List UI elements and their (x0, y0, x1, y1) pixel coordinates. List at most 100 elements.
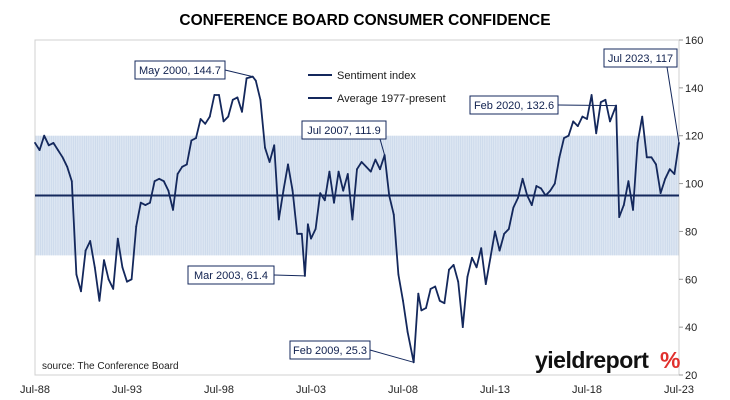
sentiment-point (388, 194, 391, 197)
sentiment-point (107, 278, 110, 281)
sentiment-point (457, 280, 460, 283)
sentiment-point (655, 163, 657, 166)
sentiment-point (268, 161, 271, 163)
sentiment-point (484, 283, 487, 285)
sentiment-point (452, 264, 455, 266)
sentiment-point (57, 149, 59, 152)
sentiment-point (650, 156, 653, 159)
sentiment-point (241, 110, 243, 113)
sentiment-point (38, 149, 41, 152)
source-note: source: The Conference Board (42, 361, 179, 372)
sentiment-point (549, 189, 552, 192)
sentiment-point (264, 146, 266, 149)
sentiment-point (208, 115, 211, 118)
sentiment-point (80, 290, 82, 293)
plot-area (34, 39, 680, 376)
sentiment-point (448, 268, 450, 271)
x-tick-label: Jul-23 (664, 384, 694, 396)
sentiment-point (218, 94, 220, 96)
sentiment-point (636, 142, 639, 144)
sentiment-point (70, 180, 73, 183)
sentiment-point (254, 79, 257, 82)
sentiment-point (277, 218, 280, 221)
annotation-callout: Jul 2023, 117 (603, 48, 680, 143)
sentiment-point (498, 249, 501, 252)
sentiment-point (540, 187, 542, 190)
sentiment-point (632, 209, 634, 211)
y-tick-label: 120 (685, 131, 703, 143)
sentiment-point (103, 259, 105, 261)
sentiment-point (480, 247, 483, 250)
sentiment-point (544, 194, 547, 197)
sentiment-point (93, 266, 96, 269)
sentiment-point (576, 125, 579, 127)
sentiment-point (84, 249, 87, 252)
sentiment-point (374, 158, 377, 161)
sentiment-point (52, 142, 55, 144)
annotation-label: May 2000, 144.7 (139, 65, 221, 77)
sentiment-point (641, 115, 644, 118)
x-tick-label: Jul-88 (20, 384, 50, 396)
sentiment-point (259, 98, 262, 101)
sentiment-point (595, 132, 598, 135)
sentiment-point (379, 168, 381, 171)
annotation-box (469, 95, 559, 115)
annotation-callout: Jul 2007, 111.9 (301, 120, 387, 156)
sentiment-point (369, 170, 372, 173)
sentiment-point (333, 201, 335, 204)
y-tick-label: 80 (685, 226, 697, 238)
brand-logo: yieldreport % (535, 347, 680, 373)
sentiment-point (526, 194, 529, 197)
sentiment-point (342, 189, 345, 192)
chart-title: CONFERENCE BOARD CONSUMER CONFIDENCE (179, 12, 550, 29)
annotation-callout: Mar 2003, 61.4 (187, 265, 305, 285)
sentiment-point (346, 173, 349, 175)
brand-wordmark: yieldreport (535, 347, 649, 373)
sentiment-point (291, 189, 294, 192)
sentiment-point (98, 299, 101, 302)
sentiment-point (461, 326, 464, 328)
sentiment-point (563, 137, 565, 140)
annotation-leader (273, 274, 305, 277)
annotation-leader (666, 66, 680, 143)
sentiment-point (323, 199, 326, 202)
x-tick-label: Jul-93 (112, 384, 142, 396)
annotation-label: Jul 2023, 117 (608, 53, 673, 65)
sentiment-point (443, 302, 446, 305)
sentiment-point (466, 276, 469, 278)
sentiment-point (190, 139, 193, 142)
sentiment-point (618, 216, 621, 219)
sentiment-point (236, 96, 239, 99)
sentiment-point (471, 256, 473, 259)
sentiment-point (287, 163, 289, 166)
sentiment-point (112, 288, 115, 290)
sentiment-point (360, 161, 363, 163)
annotation-callout: May 2000, 144.7 (134, 60, 253, 80)
sentiment-point (227, 115, 230, 118)
sentiment-point (535, 185, 538, 187)
sentiment-point (176, 173, 179, 175)
sentiment-point (47, 144, 50, 147)
sentiment-point (273, 144, 276, 147)
sentiment-point (185, 163, 188, 166)
annotation-label: Feb 2020, 132.6 (474, 100, 554, 112)
sentiment-point (434, 285, 437, 288)
sentiment-point (645, 156, 648, 159)
sentiment-point (668, 168, 671, 171)
sentiment-point (181, 165, 184, 168)
axis-layer: 20 40 60 80 100 120 140 160 Jul-88 Jul-93 Jul-98 Ju… (20, 35, 703, 396)
sentiment-point (664, 177, 667, 180)
sentiment-point (604, 98, 607, 101)
sentiment-point (402, 299, 404, 302)
sentiment-point (66, 165, 69, 168)
y-tick-label: 20 (685, 370, 697, 382)
x-tick-label: Jul-18 (572, 384, 602, 396)
x-tick-label: Jul-98 (204, 384, 234, 396)
sentiment-point (61, 156, 64, 159)
legend-label-sentiment: Sentiment index (337, 70, 416, 82)
annotation-label: Jul 2007, 111.9 (307, 125, 381, 137)
sentiment-point (558, 156, 561, 159)
sentiment-point (622, 204, 625, 207)
sentiment-point (417, 292, 420, 295)
sentiment-point (43, 134, 46, 137)
